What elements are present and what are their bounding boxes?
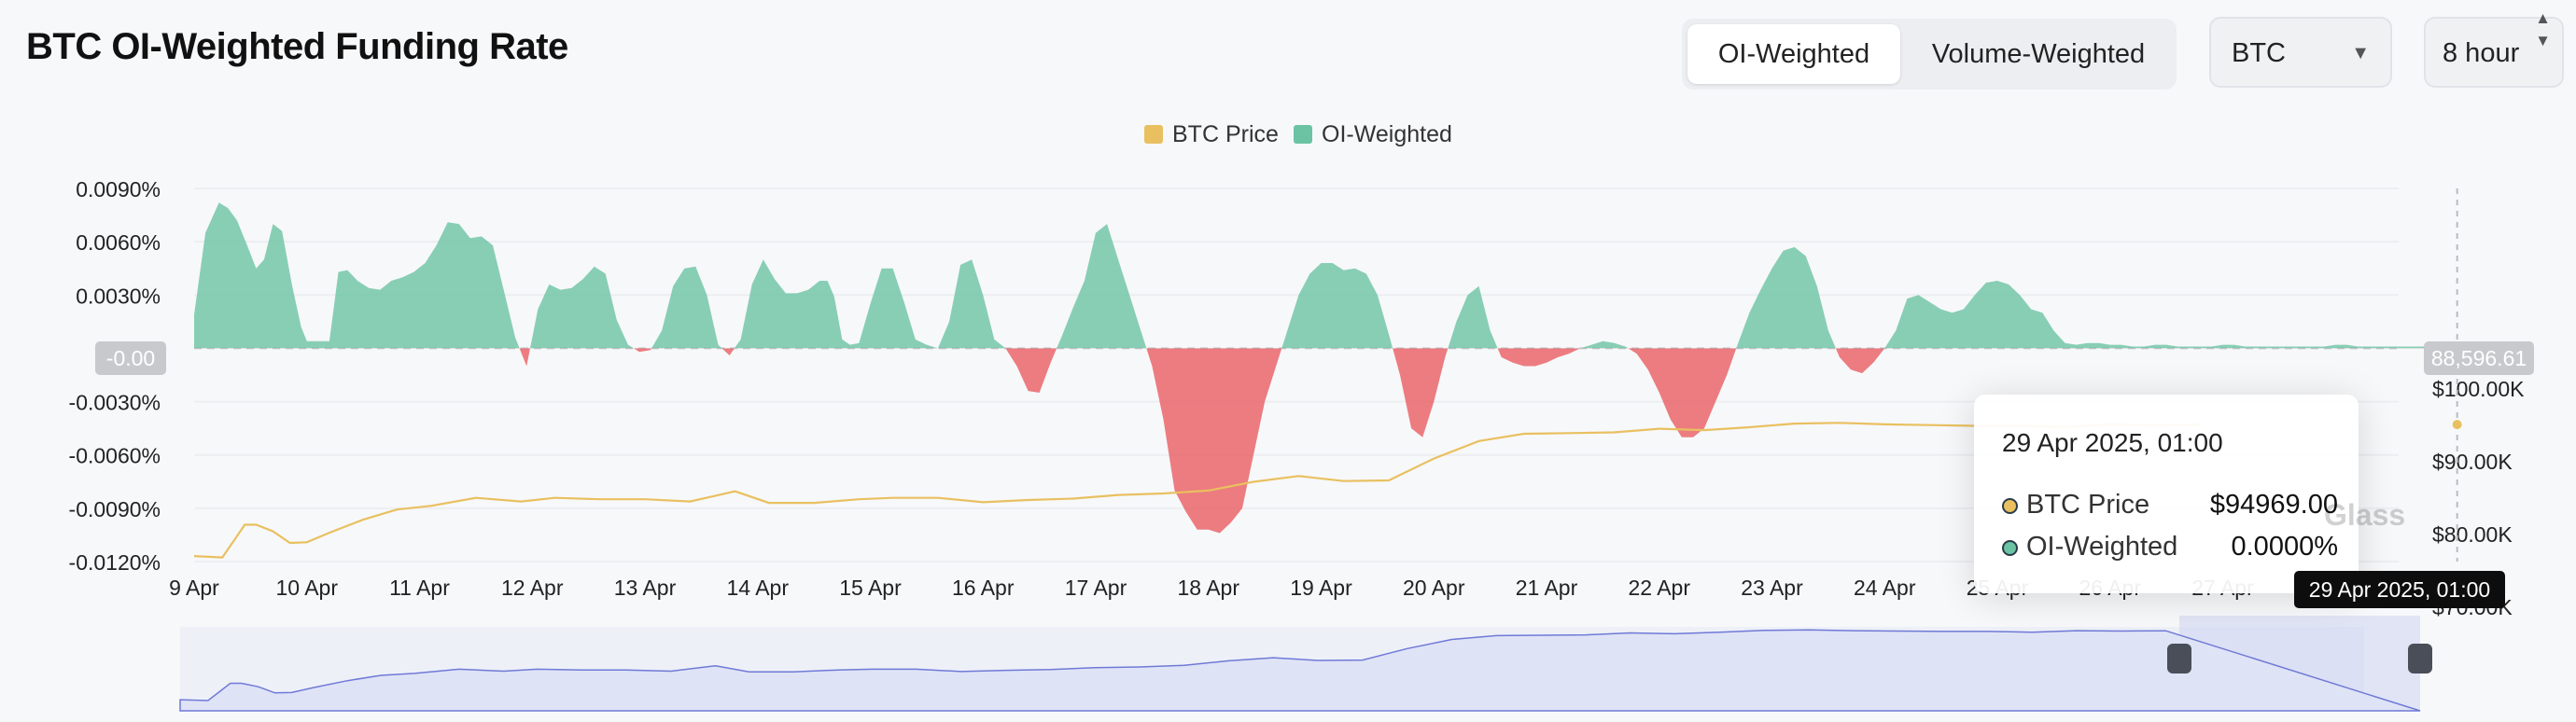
x-tick-label: 10 Apr [276,576,339,600]
x-tick-label: 18 Apr [1178,576,1240,600]
legend-label-price: BTC Price [1172,121,1279,147]
tooltip-value-funding: 0.0000% [2231,532,2339,562]
tooltip-date: 29 Apr 2025, 01:00 [2002,428,2223,457]
legend-item-funding[interactable]: OI-Weighted [1294,121,1452,148]
tooltip-dot-price [2002,498,2018,514]
tab-oi-weighted[interactable]: OI-Weighted [1687,24,1900,84]
brush-handle-left [2167,644,2191,673]
y-left-tick-label: 0.0060% [76,230,161,255]
tooltip: 29 Apr 2025, 01:00 BTC Price $94969.00 O… [1974,395,2359,593]
tooltip-label-funding: OI-Weighted [2026,532,2178,562]
tooltip-row-price: BTC Price $94969.00 [2002,490,2338,521]
crosshair-left-label: -0.00 [95,341,166,375]
watermark: Glass [2324,498,2406,532]
price-hover-dot [2452,420,2462,430]
y-left-tick-label: -0.0030% [69,391,161,415]
y-left-tick-label: -0.0120% [69,550,161,575]
y-left-tick-label: -0.0060% [69,444,161,468]
legend-swatch-price [1144,125,1163,144]
tooltip-value-price: $94969.00 [2209,490,2338,520]
x-tick-label: 16 Apr [952,576,1015,600]
x-tick-label: 19 Apr [1290,576,1352,600]
tab-volume-weighted[interactable]: Volume-Weighted [1931,39,2146,69]
y-left-tick-label: 0.0090% [76,177,161,201]
brush-handle-right [2408,644,2432,673]
up-down-icon: ▲ ▼ [2535,9,2551,49]
funding-area-positive [194,202,2457,349]
page-title: BTC OI-Weighted Funding Rate [26,26,568,67]
tooltip-label-price: BTC Price [2026,490,2150,520]
x-tick-label: 17 Apr [1065,576,1127,600]
legend-swatch-funding [1294,125,1312,144]
coin-select[interactable]: BTC ▼ [2209,17,2392,88]
coin-select-value: BTC [2232,38,2286,68]
legend-label-funding: OI-Weighted [1322,121,1452,147]
interval-select[interactable]: 8 hour ▲ ▼ [2424,9,2564,88]
x-tick-label: 9 Apr [169,576,219,600]
legend-item-price[interactable]: BTC Price [1144,121,1279,148]
x-tick-label: 11 Apr [389,576,450,600]
x-tick-label: 12 Apr [501,576,564,600]
crosshair-bottom-label: 29 Apr 2025, 01:00 [2294,571,2505,608]
y-right-tick-label: $100.00K [2432,377,2525,401]
caret-down-icon: ▼ [2351,43,2370,63]
tooltip-dot-funding [2002,540,2018,556]
interval-select-value: 8 hour [2443,38,2520,68]
x-tick-label: 13 Apr [614,576,677,600]
x-tick-label: 24 Apr [1854,576,1916,600]
y-right-tick-label: $80.00K [2432,522,2513,547]
x-tick-label: 22 Apr [1629,576,1691,600]
tooltip-row-funding: OI-Weighted 0.0000% [2002,532,2338,562]
y-left-tick-label: 0.0030% [76,284,161,308]
weighting-toggle: OI-Weighted Volume-Weighted [1682,19,2177,90]
brush-area [179,629,2421,712]
x-tick-label: 14 Apr [727,576,790,600]
y-right-tick-label: $90.00K [2432,450,2513,474]
x-tick-label: 21 Apr [1516,576,1578,600]
x-tick-label: 20 Apr [1403,576,1465,600]
x-tick-label: 15 Apr [839,576,902,600]
y-left-tick-label: -0.0090% [69,497,161,521]
btc-price-line [193,422,2201,559]
crosshair-right-label: 88,596.61 [2424,341,2534,375]
x-tick-label: 23 Apr [1741,576,1803,600]
